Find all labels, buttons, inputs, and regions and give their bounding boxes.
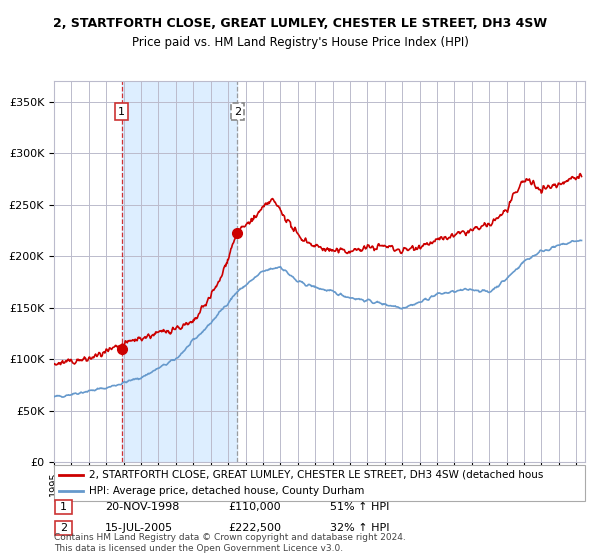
Text: 20-NOV-1998: 20-NOV-1998 [105,502,179,512]
Text: 15-JUL-2005: 15-JUL-2005 [105,523,173,533]
Text: £110,000: £110,000 [228,502,281,512]
Text: HPI: Average price, detached house, County Durham: HPI: Average price, detached house, Coun… [89,486,364,496]
Text: 1: 1 [118,106,125,116]
Text: 32% ↑ HPI: 32% ↑ HPI [330,523,389,533]
Text: 2: 2 [60,523,67,533]
Text: 2, STARTFORTH CLOSE, GREAT LUMLEY, CHESTER LE STREET, DH3 4SW: 2, STARTFORTH CLOSE, GREAT LUMLEY, CHEST… [53,17,547,30]
Bar [122,81,238,462]
Text: Price paid vs. HM Land Registry's House Price Index (HPI): Price paid vs. HM Land Registry's House … [131,36,469,49]
Text: 2, STARTFORTH CLOSE, GREAT LUMLEY, CHESTER LE STREET, DH3 4SW (detached hous: 2, STARTFORTH CLOSE, GREAT LUMLEY, CHEST… [89,470,543,480]
Text: 51% ↑ HPI: 51% ↑ HPI [330,502,389,512]
FancyBboxPatch shape [54,465,585,501]
Text: 2: 2 [234,106,241,116]
Text: Contains HM Land Registry data © Crown copyright and database right 2024.
This d: Contains HM Land Registry data © Crown c… [54,533,406,553]
FancyBboxPatch shape [55,521,72,535]
Text: £222,500: £222,500 [228,523,281,533]
FancyBboxPatch shape [55,500,72,514]
Text: 1: 1 [60,502,67,512]
